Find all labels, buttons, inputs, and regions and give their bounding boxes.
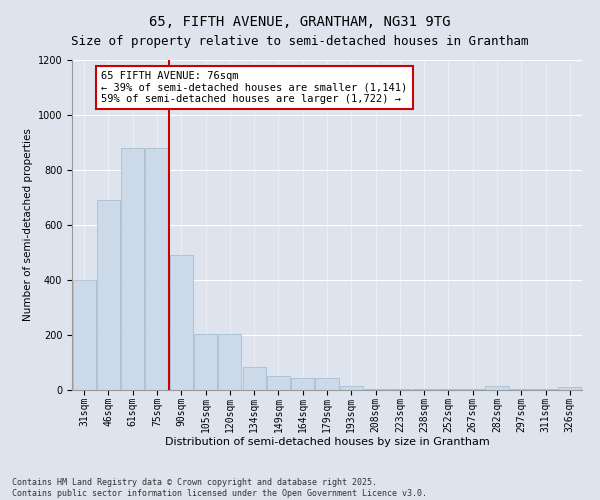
- X-axis label: Distribution of semi-detached houses by size in Grantham: Distribution of semi-detached houses by …: [164, 437, 490, 447]
- Bar: [73, 280, 95, 390]
- Bar: [145, 148, 169, 390]
- Bar: [170, 255, 193, 390]
- Y-axis label: Number of semi-detached properties: Number of semi-detached properties: [23, 128, 34, 322]
- Bar: [316, 378, 338, 390]
- Bar: [534, 388, 557, 390]
- Bar: [437, 388, 460, 390]
- Bar: [121, 148, 144, 390]
- Text: Size of property relative to semi-detached houses in Grantham: Size of property relative to semi-detach…: [71, 35, 529, 48]
- Bar: [242, 366, 266, 390]
- Bar: [291, 378, 314, 390]
- Bar: [413, 388, 436, 390]
- Bar: [267, 376, 290, 390]
- Text: 65, FIFTH AVENUE, GRANTHAM, NG31 9TG: 65, FIFTH AVENUE, GRANTHAM, NG31 9TG: [149, 15, 451, 29]
- Bar: [218, 334, 241, 390]
- Bar: [364, 388, 387, 390]
- Bar: [388, 388, 412, 390]
- Bar: [510, 388, 533, 390]
- Bar: [461, 388, 484, 390]
- Bar: [194, 334, 217, 390]
- Bar: [485, 386, 509, 390]
- Bar: [340, 386, 363, 390]
- Bar: [559, 387, 581, 390]
- Text: Contains HM Land Registry data © Crown copyright and database right 2025.
Contai: Contains HM Land Registry data © Crown c…: [12, 478, 427, 498]
- Bar: [97, 200, 120, 390]
- Text: 65 FIFTH AVENUE: 76sqm
← 39% of semi-detached houses are smaller (1,141)
59% of : 65 FIFTH AVENUE: 76sqm ← 39% of semi-det…: [101, 71, 407, 104]
